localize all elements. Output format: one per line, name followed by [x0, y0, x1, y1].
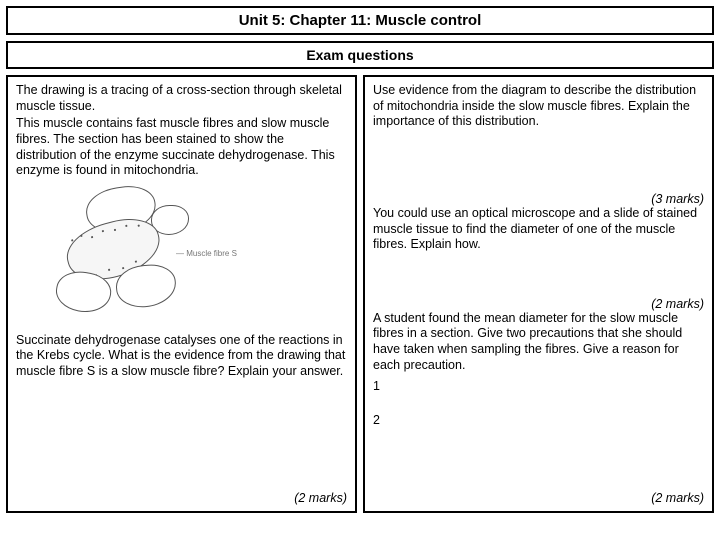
section-title: Exam questions — [6, 41, 714, 69]
precaution-1: 1 — [373, 379, 704, 393]
title-text: Unit 5: Chapter 11: Muscle control — [239, 12, 482, 29]
marks-4: (2 marks) — [373, 491, 704, 505]
content-columns: The drawing is a tracing of a cross-sect… — [6, 75, 714, 513]
marks-3: (2 marks) — [373, 297, 704, 311]
question-4: A student found the mean diameter for th… — [373, 311, 704, 374]
marks-2: (3 marks) — [373, 192, 704, 206]
unit-title: Unit 5: Chapter 11: Muscle control — [6, 6, 714, 35]
intro-para-2: This muscle contains fast muscle fibres … — [16, 116, 347, 179]
marks-1: (2 marks) — [16, 491, 347, 505]
question-3: You could use an optical microscope and … — [373, 206, 704, 253]
question-2: Use evidence from the diagram to describ… — [373, 83, 704, 130]
right-column: Use evidence from the diagram to describ… — [363, 75, 714, 513]
drawing-label: Muscle fibre S — [186, 249, 237, 258]
left-column: The drawing is a tracing of a cross-sect… — [6, 75, 357, 513]
question-1: Succinate dehydrogenase catalyses one of… — [16, 333, 347, 380]
subtitle-text: Exam questions — [306, 47, 413, 63]
intro-para-1: The drawing is a tracing of a cross-sect… — [16, 83, 347, 114]
precaution-2: 2 — [373, 413, 704, 427]
muscle-drawing: — Muscle fibre S — [16, 187, 347, 327]
